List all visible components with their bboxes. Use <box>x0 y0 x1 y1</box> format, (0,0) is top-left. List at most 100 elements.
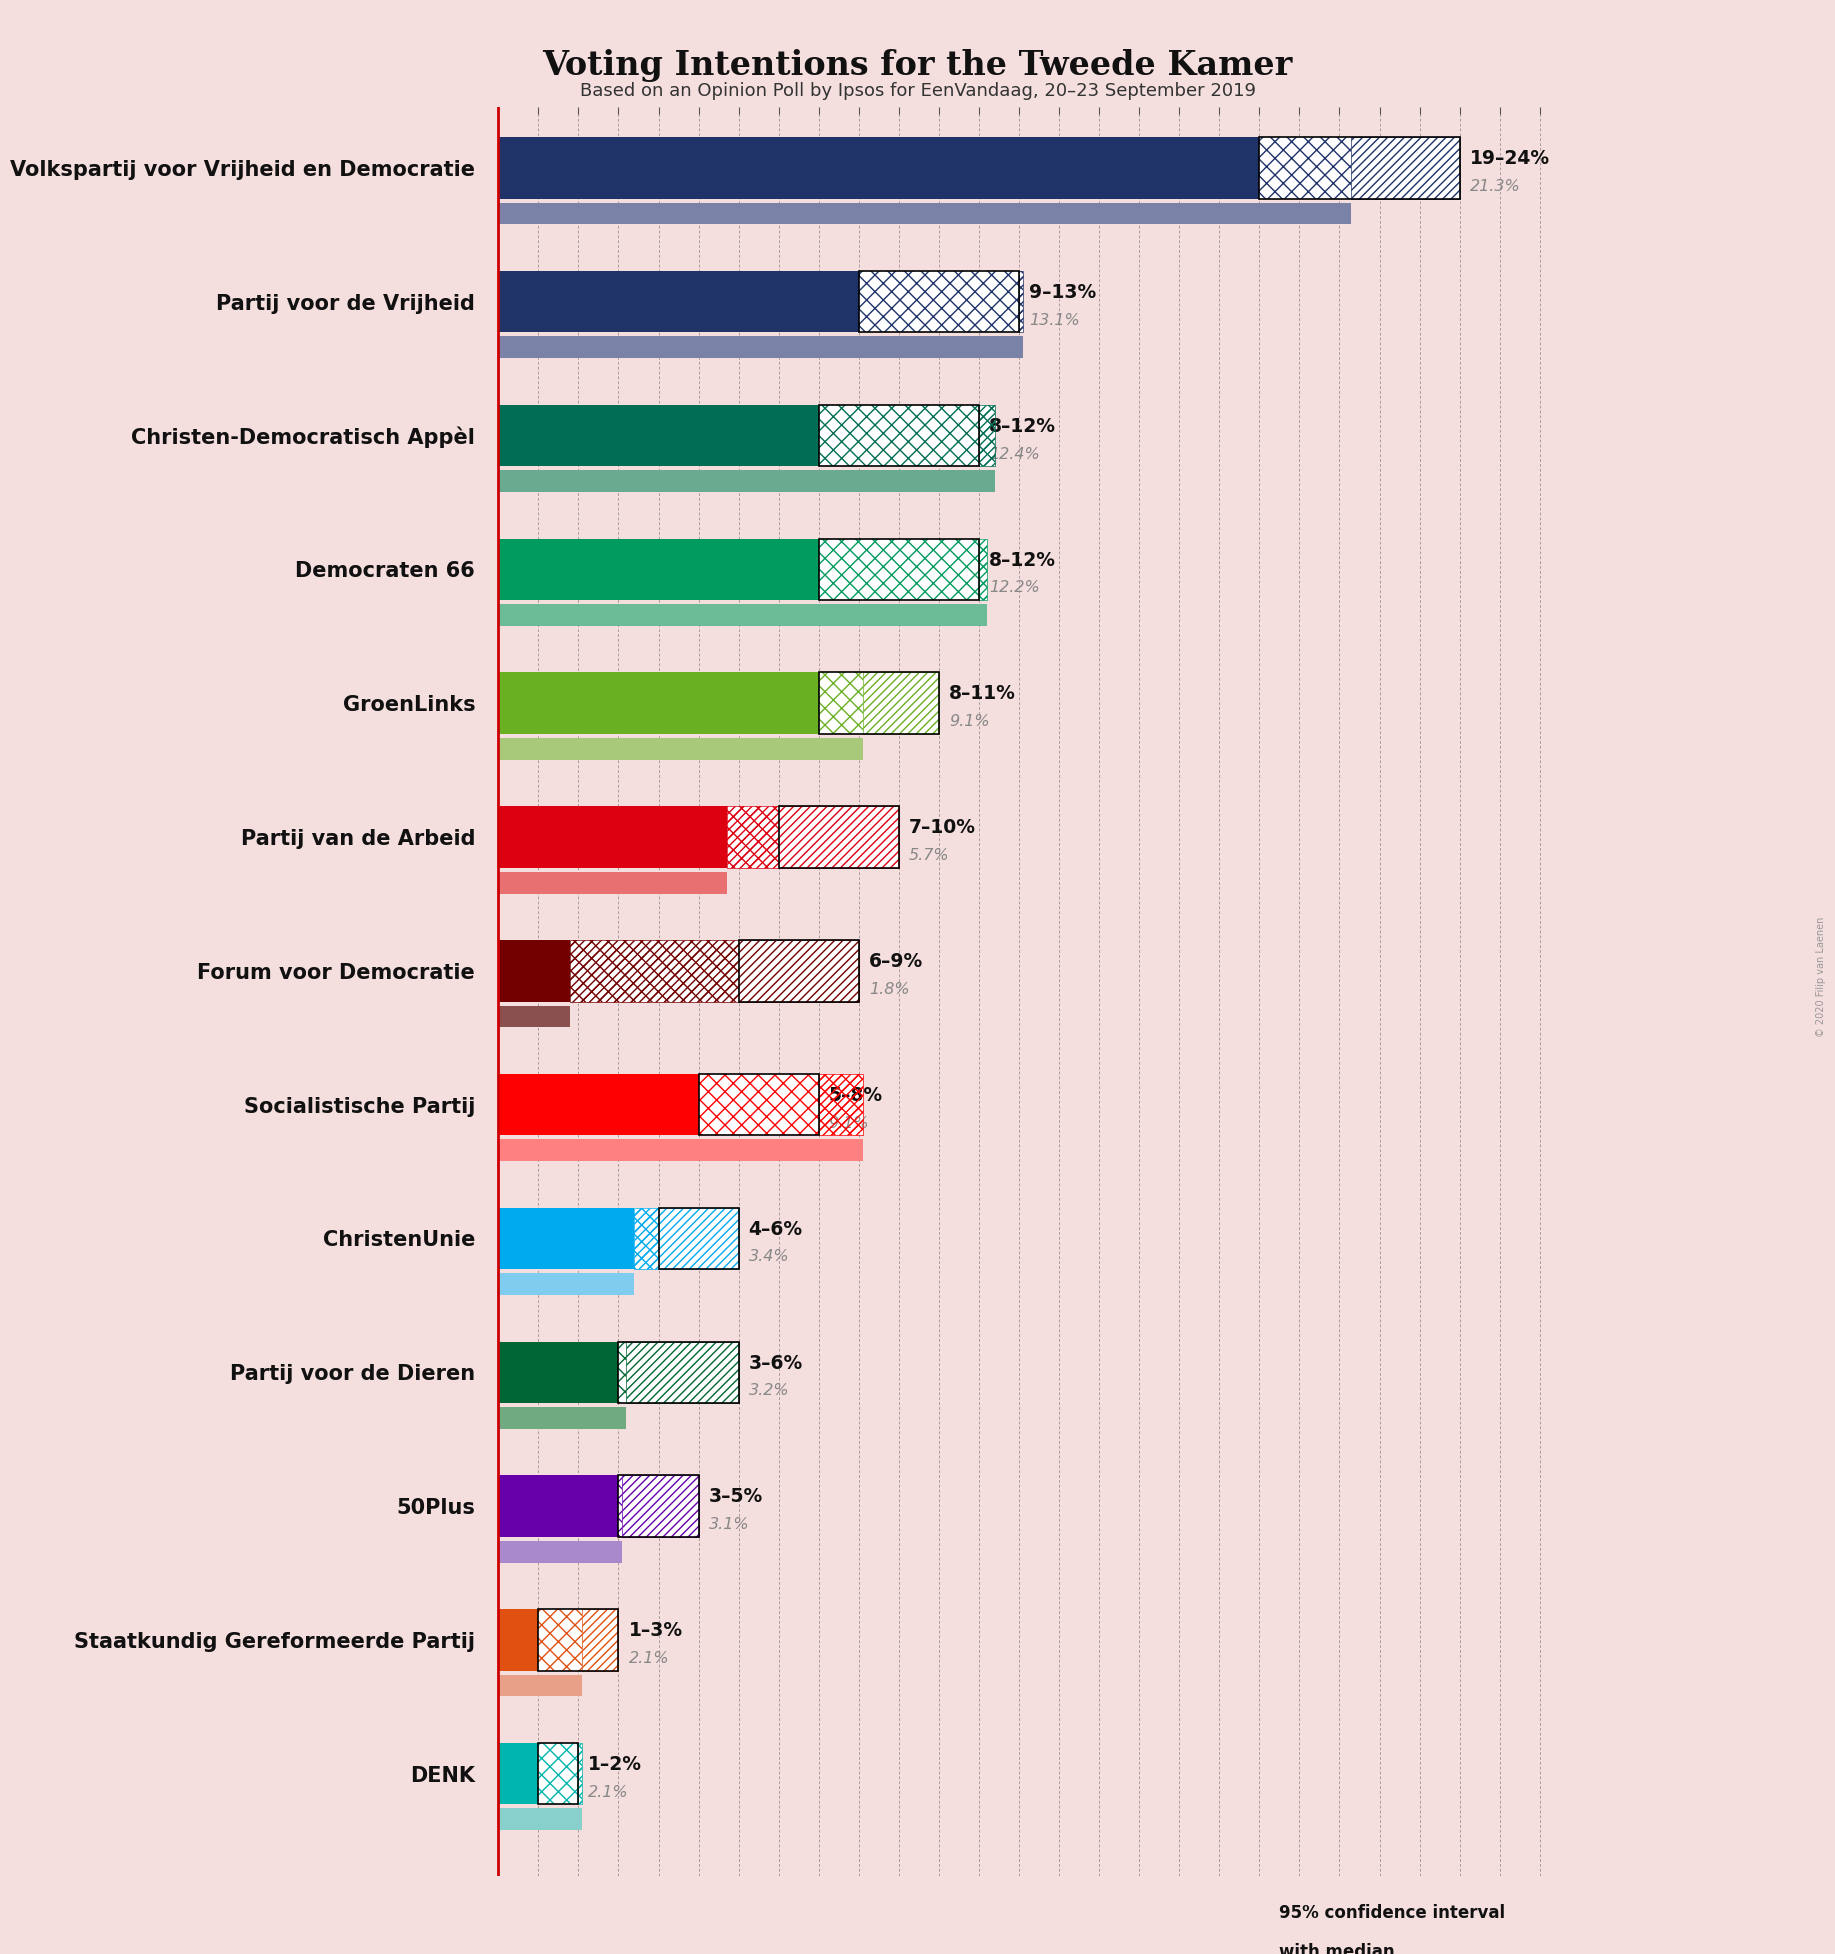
Bar <box>499 1809 582 1831</box>
Bar <box>727 807 899 868</box>
Bar <box>818 1075 862 1135</box>
Bar <box>618 1342 626 1403</box>
Text: 5.7%: 5.7% <box>908 848 949 864</box>
Text: 3.2%: 3.2% <box>749 1383 789 1399</box>
Text: 9–13%: 9–13% <box>1029 283 1095 303</box>
Bar <box>578 1743 582 1804</box>
Bar <box>1209 1897 1259 1948</box>
Bar <box>499 871 727 893</box>
Bar <box>499 1675 582 1696</box>
Bar <box>618 1342 626 1403</box>
Text: 95% confidence interval: 95% confidence interval <box>1279 1903 1505 1921</box>
Bar <box>538 1610 582 1671</box>
Bar <box>622 1475 699 1538</box>
Bar <box>818 539 987 600</box>
Bar <box>499 1342 618 1403</box>
Text: 6–9%: 6–9% <box>868 952 923 971</box>
Bar <box>862 672 940 735</box>
Bar <box>538 1743 582 1804</box>
Bar <box>571 940 740 1002</box>
Text: 8–11%: 8–11% <box>949 684 1017 703</box>
Bar <box>578 1743 582 1804</box>
Text: 3–6%: 3–6% <box>749 1354 804 1372</box>
Text: © 2020 Filip van Laenen: © 2020 Filip van Laenen <box>1817 916 1826 1038</box>
Bar <box>538 1743 582 1804</box>
Bar <box>862 672 940 735</box>
Text: Based on an Opinion Poll by Ipsos for EenVandaag, 20–23 September 2019: Based on an Opinion Poll by Ipsos for Ee… <box>580 82 1255 100</box>
Text: 3–5%: 3–5% <box>708 1487 763 1507</box>
Bar <box>499 539 818 600</box>
Text: 2.1%: 2.1% <box>628 1651 670 1667</box>
Bar <box>699 1075 862 1135</box>
Bar <box>499 1475 618 1538</box>
Bar <box>1160 1897 1259 1948</box>
Bar <box>818 672 862 735</box>
Text: 12.2%: 12.2% <box>989 580 1040 596</box>
Bar <box>727 807 778 868</box>
Text: 9.1%: 9.1% <box>949 713 989 729</box>
Bar <box>859 272 1022 332</box>
Bar <box>499 807 778 868</box>
Text: 8–12%: 8–12% <box>989 551 1055 571</box>
Text: 3.1%: 3.1% <box>708 1516 749 1532</box>
Bar <box>499 1542 622 1563</box>
Bar <box>622 1475 699 1538</box>
Bar <box>499 1006 571 1028</box>
Text: 1–3%: 1–3% <box>628 1622 683 1639</box>
Bar <box>1160 1897 1209 1948</box>
Bar <box>626 1342 740 1403</box>
Text: 7–10%: 7–10% <box>908 819 976 838</box>
Bar <box>571 940 859 1002</box>
Bar <box>499 272 859 332</box>
Text: Voting Intentions for the Tweede Kamer: Voting Intentions for the Tweede Kamer <box>543 49 1292 82</box>
Text: 4–6%: 4–6% <box>749 1219 802 1239</box>
Bar <box>635 1208 659 1270</box>
Bar <box>818 404 995 467</box>
Text: 21.3%: 21.3% <box>1470 180 1521 193</box>
Bar <box>499 1075 699 1135</box>
Bar <box>499 404 818 467</box>
Bar <box>635 1208 740 1270</box>
Bar <box>499 336 1022 358</box>
Bar <box>978 539 987 600</box>
Bar <box>1351 137 1459 199</box>
Bar <box>1351 137 1459 199</box>
Text: 9.1%: 9.1% <box>829 1116 870 1131</box>
Bar <box>538 1610 582 1671</box>
Text: 3.4%: 3.4% <box>749 1249 789 1264</box>
Bar <box>582 1610 618 1671</box>
Bar <box>499 1208 659 1270</box>
Bar <box>499 1743 538 1804</box>
Bar <box>499 203 1351 225</box>
Bar <box>499 672 818 735</box>
Text: 1–2%: 1–2% <box>589 1755 642 1774</box>
Bar <box>618 1475 622 1538</box>
Bar <box>1259 137 1351 199</box>
Bar <box>727 807 778 868</box>
Bar <box>1259 137 1351 199</box>
Bar <box>1018 272 1022 332</box>
Text: 19–24%: 19–24% <box>1470 149 1551 168</box>
Bar <box>818 539 987 600</box>
Text: 13.1%: 13.1% <box>1029 313 1079 328</box>
Bar <box>499 739 862 760</box>
Bar <box>818 672 862 735</box>
Bar <box>499 604 987 625</box>
Text: 8–12%: 8–12% <box>989 416 1055 436</box>
Bar <box>626 1342 740 1403</box>
Bar <box>978 404 995 467</box>
Bar <box>499 137 1259 199</box>
Bar <box>618 1475 622 1538</box>
Bar <box>978 404 995 467</box>
Bar <box>571 940 859 1002</box>
Bar <box>699 1075 862 1135</box>
Bar <box>571 940 740 1002</box>
Bar <box>582 1610 618 1671</box>
Bar <box>818 1075 862 1135</box>
Text: 2.1%: 2.1% <box>589 1784 629 1800</box>
Text: 5–8%: 5–8% <box>829 1086 883 1104</box>
Bar <box>1018 272 1022 332</box>
Bar <box>859 272 1022 332</box>
Bar <box>499 1407 626 1428</box>
Bar <box>1059 1897 1160 1948</box>
